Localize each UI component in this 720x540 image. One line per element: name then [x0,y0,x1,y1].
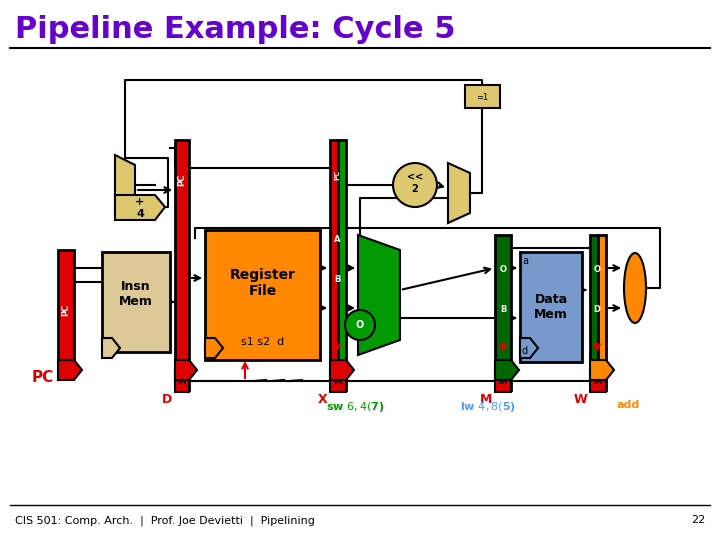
Bar [330,140,338,390]
Text: 22: 22 [690,515,705,525]
Text: Register
File: Register File [230,268,295,298]
Bar [330,370,346,392]
Text: IR: IR [333,376,343,386]
Text: CIS 501: Comp. Arch.  |  Prof. Joe Devietti  |  Pipelining: CIS 501: Comp. Arch. | Prof. Joe Deviett… [15,515,315,525]
Bar [495,370,511,392]
Polygon shape [358,235,400,355]
Polygon shape [115,155,135,215]
Ellipse shape [624,253,646,323]
Bar [520,252,582,362]
Bar [205,230,320,360]
Bar [175,370,189,392]
Text: D: D [162,393,172,406]
Text: A: A [334,235,341,245]
Polygon shape [465,85,500,108]
Text: D: D [593,306,600,314]
Polygon shape [175,360,197,380]
Text: PC: PC [61,304,71,316]
Text: X: X [318,393,327,406]
Text: Pipeline Example: Cycle 5: Pipeline Example: Cycle 5 [15,15,456,44]
Circle shape [345,310,375,340]
Bar [58,250,74,370]
Text: O: O [500,266,506,274]
Text: PC: PC [334,170,340,180]
Polygon shape [115,195,165,220]
Polygon shape [495,360,519,380]
Text: =1: =1 [476,92,488,102]
Text: O: O [356,320,364,330]
Text: B: B [500,306,506,314]
Text: lw $4,8($5): lw $4,8($5) [460,400,516,414]
Bar [590,235,598,390]
Text: PC: PC [178,174,186,186]
Text: IR: IR [498,376,508,386]
Bar [598,235,606,390]
Text: <<
2: << 2 [407,172,423,194]
Bar [102,252,170,352]
Text: s1 s2  d: s1 s2 d [241,337,284,347]
Bar [495,235,511,390]
Polygon shape [520,338,538,358]
Circle shape [393,163,437,207]
Text: PC: PC [32,370,54,386]
Text: IR: IR [177,376,186,386]
Text: +
4: + 4 [135,197,145,219]
Text: sw $6,4($7): sw $6,4($7) [325,400,384,414]
Text: IR: IR [593,376,603,386]
Bar [338,140,346,390]
Bar [590,370,606,392]
Text: add: add [616,400,639,410]
Text: M: M [480,393,492,406]
Text: B: B [334,275,340,285]
Bar [175,140,189,390]
Text: O: O [593,266,600,274]
Polygon shape [205,338,223,358]
Text: W: W [573,393,587,406]
Text: a: a [522,256,528,266]
Polygon shape [448,163,470,223]
Polygon shape [102,338,120,358]
Text: d: d [522,346,528,356]
Text: Insn
Mem: Insn Mem [119,280,153,308]
Polygon shape [330,360,354,380]
Text: Data
Mem: Data Mem [534,293,568,321]
Polygon shape [590,360,614,380]
Polygon shape [58,360,82,380]
